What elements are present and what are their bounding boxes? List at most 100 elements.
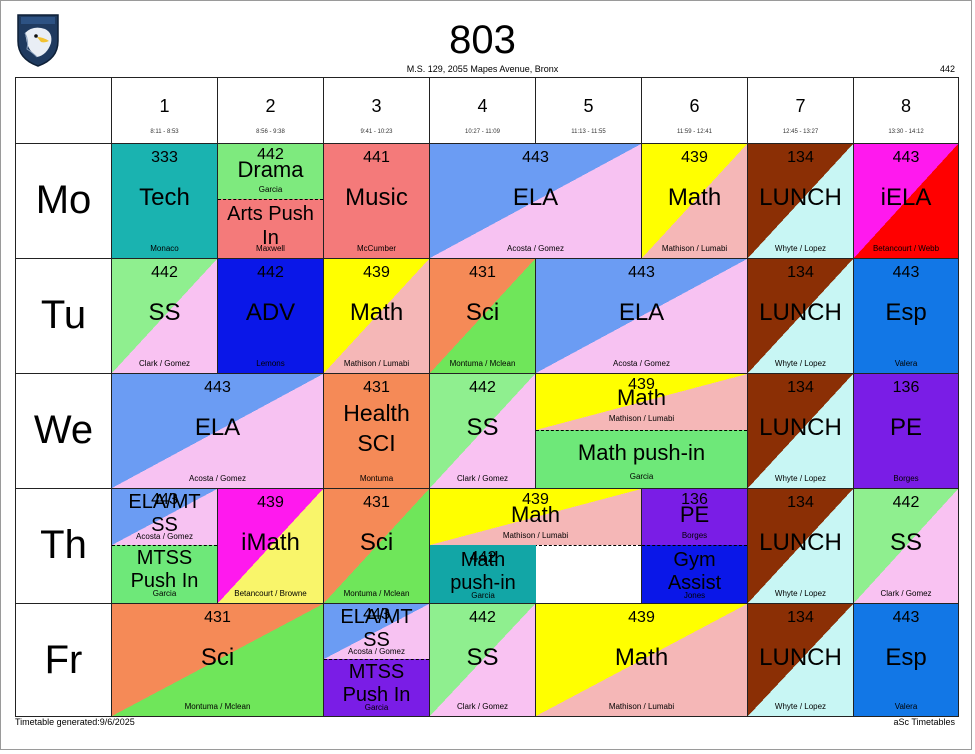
subject: Math bbox=[614, 644, 669, 671]
lesson-mo-lunch[interactable]: 134 LUNCH Whyte / Lopez bbox=[747, 143, 854, 259]
teacher: Montuma / Mclean bbox=[449, 359, 516, 368]
teacher: Lemons bbox=[256, 359, 285, 368]
lesson-mo-ela[interactable]: 443 ELA Acosta / Gomez bbox=[429, 143, 642, 259]
subject: Math bbox=[511, 502, 560, 527]
lesson-fr-esp[interactable]: 443 Esp Valera bbox=[853, 603, 959, 717]
lesson-mo-music[interactable]: 441 Music McCumber bbox=[323, 143, 430, 259]
lesson-th-elamt-mtss[interactable]: 443 ELA/MT SS Acosta / Gomez MTSS Push I… bbox=[111, 488, 218, 604]
subject: PE bbox=[889, 414, 922, 441]
period-time: 9:41 - 10:23 bbox=[360, 129, 393, 135]
lesson-mo-iela[interactable]: 443 iELA Betancourt / Webb bbox=[853, 143, 959, 259]
room-number: 134 bbox=[787, 494, 814, 511]
class-title: 803 bbox=[449, 18, 516, 62]
lesson-th-imath[interactable]: 439 iMath Betancourt / Browne bbox=[217, 488, 324, 604]
room-number: 442 bbox=[469, 379, 496, 396]
teacher: Clark / Gomez bbox=[880, 589, 932, 598]
room-number: 443 bbox=[628, 264, 655, 281]
period-number: 7 bbox=[795, 96, 806, 116]
room-number: 333 bbox=[151, 149, 178, 166]
subject: LUNCH bbox=[759, 184, 842, 211]
period-number: 3 bbox=[371, 96, 382, 116]
teacher: Monaco bbox=[150, 244, 179, 253]
subject: ELA bbox=[618, 299, 665, 326]
room-number: 431 bbox=[204, 609, 231, 626]
lesson-th-math-group[interactable]: 439 Math Mathison / Lumabi 442 Math push… bbox=[429, 488, 642, 604]
lesson-we-lunch[interactable]: 134 LUNCH Whyte / Lopez bbox=[747, 373, 854, 489]
room-number: 443 bbox=[892, 149, 920, 166]
subject: LUNCH bbox=[759, 414, 842, 441]
lesson-we-pe[interactable]: 136 PE Borges bbox=[853, 373, 959, 489]
teacher: Acosta / Gomez bbox=[189, 474, 246, 483]
lesson-tu-lunch[interactable]: 134 LUNCH Whyte / Lopez bbox=[747, 258, 854, 374]
brand-label: aSc Timetables bbox=[893, 717, 955, 727]
subject: Sci bbox=[200, 644, 235, 671]
teacher: Montuma / Mclean bbox=[343, 589, 410, 598]
teacher: Acosta / Gomez bbox=[507, 244, 564, 253]
room-number: 136 bbox=[892, 379, 920, 396]
day-label-fr: Fr bbox=[15, 603, 112, 717]
school-address: M.S. 129, 2055 Mapes Avenue, Bronx bbox=[406, 64, 559, 74]
subject: SS bbox=[148, 299, 181, 326]
subject: ELA bbox=[194, 414, 241, 441]
lesson-fr-lunch[interactable]: 134 LUNCH Whyte / Lopez bbox=[747, 603, 854, 717]
teacher: Garcia bbox=[629, 472, 654, 481]
subject: Health SCI bbox=[343, 400, 410, 456]
lesson-mo-math[interactable]: 439 Math Mathison / Lumabi bbox=[641, 143, 748, 259]
subject: LUNCH bbox=[759, 529, 842, 556]
teacher: Whyte / Lopez bbox=[774, 702, 827, 711]
lesson-tu-adv[interactable]: 442 ADV Lemons bbox=[217, 258, 324, 374]
lesson-th-ss[interactable]: 442 SS Clark / Gomez bbox=[853, 488, 959, 604]
lesson-fr-sci[interactable]: 431 Sci Montuma / Mclean bbox=[111, 603, 324, 717]
teacher: McCumber bbox=[356, 244, 397, 253]
subject: Math bbox=[349, 299, 404, 326]
day-label-tu: Tu bbox=[15, 258, 112, 374]
room-number: 443 bbox=[363, 606, 390, 623]
lesson-tu-esp[interactable]: 443 Esp Valera bbox=[853, 258, 959, 374]
period-time: 8:11 - 8:53 bbox=[150, 129, 179, 135]
teacher: Betancourt / Webb bbox=[872, 244, 940, 253]
period-number: 8 bbox=[900, 96, 911, 116]
teacher: Mathison / Lumabi bbox=[608, 702, 675, 711]
teacher: Mathison / Lumabi bbox=[661, 244, 728, 253]
period-header-2: 2 8:56 - 9:38 bbox=[217, 77, 324, 144]
lesson-fr-ss[interactable]: 442 SS Clark / Gomez bbox=[429, 603, 536, 717]
subject: ELA/MT SS bbox=[128, 491, 201, 536]
subject: ELA/MT SS bbox=[340, 606, 413, 651]
room-number: 443 bbox=[892, 609, 920, 626]
day-text: Mo bbox=[35, 178, 92, 222]
lesson-tu-sci[interactable]: 431 Sci Montuma / Mclean bbox=[429, 258, 536, 374]
lesson-mo-tech[interactable]: 333 Tech Monaco bbox=[111, 143, 218, 259]
timetable-grid: 1 8:11 - 8:53 2 8:56 - 9:38 3 9:41 - 10:… bbox=[15, 77, 959, 717]
period-header-5: 5 11:13 - 11:55 bbox=[535, 77, 642, 144]
room-number: 442 bbox=[892, 494, 920, 511]
lesson-fr-math[interactable]: 439 Math Mathison / Lumabi bbox=[535, 603, 748, 717]
subject: Esp bbox=[885, 644, 927, 671]
room-number: 134 bbox=[787, 149, 814, 166]
room-number: 136 bbox=[681, 491, 708, 508]
subject: PE bbox=[679, 502, 710, 527]
period-number: 2 bbox=[265, 96, 276, 116]
lesson-tu-math[interactable]: 439 Math Mathison / Lumabi bbox=[323, 258, 430, 374]
lesson-tu-ss[interactable]: 442 SS Clark / Gomez bbox=[111, 258, 218, 374]
lesson-th-lunch[interactable]: 134 LUNCH Whyte / Lopez bbox=[747, 488, 854, 604]
period-time: 11:13 - 11:55 bbox=[571, 129, 606, 135]
lesson-fr-elamt-mtss[interactable]: 443 ELA/MT SS Acosta / Gomez MTSS Push I… bbox=[323, 603, 430, 717]
teacher: Valera bbox=[894, 359, 918, 368]
lesson-we-health-sci[interactable]: 431 Health SCI Montuma bbox=[323, 373, 430, 489]
teacher: Montuma / Mclean bbox=[184, 702, 251, 711]
subject: iELA bbox=[880, 184, 932, 211]
lesson-we-math-mathpush[interactable]: 439 Math Mathison / Lumabi Math push-in … bbox=[535, 373, 748, 489]
lesson-mo-drama-arts[interactable]: 442 Drama Garcia Arts Push In Maxwell bbox=[217, 143, 324, 259]
lesson-th-sci[interactable]: 431 Sci Montuma / Mclean bbox=[323, 488, 430, 604]
lesson-th-pe-gym[interactable]: 136 PE Borges Gym Assist Jones bbox=[641, 488, 748, 604]
day-text: We bbox=[33, 408, 94, 452]
subject: Sci bbox=[359, 529, 394, 556]
lesson-tu-ela[interactable]: 443 ELA Acosta / Gomez bbox=[535, 258, 748, 374]
lesson-we-ela[interactable]: 443 ELA Acosta / Gomez bbox=[111, 373, 324, 489]
teacher: Mathison / Lumabi bbox=[502, 531, 569, 540]
corner-cell bbox=[15, 77, 112, 144]
subject: Arts Push In bbox=[227, 203, 314, 249]
teacher: Acosta / Gomez bbox=[136, 532, 193, 541]
lesson-we-ss[interactable]: 442 SS Clark / Gomez bbox=[429, 373, 536, 489]
subject: SS bbox=[466, 644, 499, 671]
